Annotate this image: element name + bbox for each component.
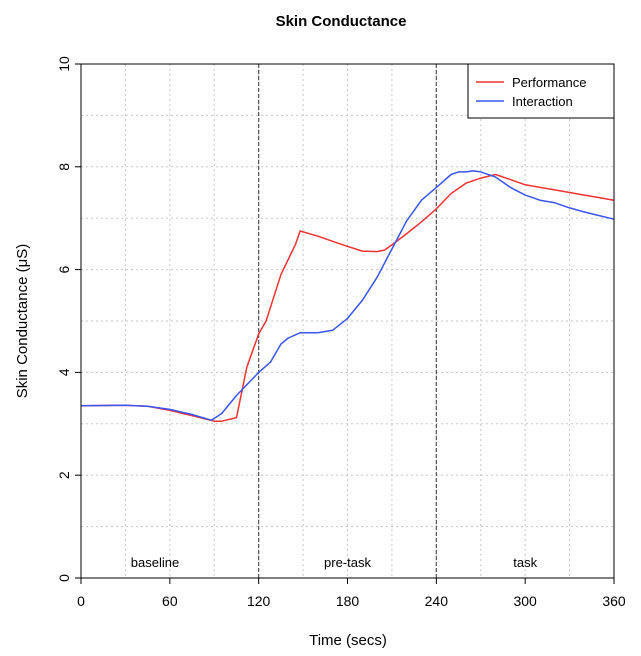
grid-lines xyxy=(81,64,614,578)
phase-label-task: task xyxy=(513,555,537,570)
phase-label-baseline: baseline xyxy=(131,555,179,570)
legend-label-interaction: Interaction xyxy=(512,94,573,109)
y-axis: 0 2 4 6 8 10 xyxy=(56,56,81,582)
y-tick-label: 4 xyxy=(56,368,72,376)
series-lines xyxy=(80,170,615,422)
x-axis: 0 60 120 180 240 300 360 xyxy=(77,578,626,609)
y-tick-label: 0 xyxy=(56,574,72,582)
x-tick-label: 180 xyxy=(336,593,360,609)
y-axis-label: Skin Conductance (μS) xyxy=(14,244,31,399)
series-line-interaction xyxy=(80,170,615,421)
x-tick-label: 300 xyxy=(513,593,537,609)
x-tick-label: 240 xyxy=(425,593,449,609)
legend-box xyxy=(467,63,615,119)
x-tick-label: 120 xyxy=(247,593,271,609)
x-axis-label: Time (secs) xyxy=(309,632,387,649)
y-tick-label: 2 xyxy=(56,471,72,479)
phase-labels: baseline pre-task task xyxy=(131,555,538,570)
x-tick-label: 0 xyxy=(77,593,85,609)
x-tick-label: 60 xyxy=(162,593,178,609)
legend-label-performance: Performance xyxy=(512,75,586,90)
phase-label-pre-task: pre-task xyxy=(324,555,371,570)
phase-boundary-lines xyxy=(258,64,437,578)
chart-title: Skin Conductance xyxy=(276,13,407,30)
y-tick-label: 6 xyxy=(56,265,72,273)
legend: Performance Interaction xyxy=(467,63,615,119)
series-line-performance xyxy=(80,173,615,422)
x-tick-label: 360 xyxy=(602,593,626,609)
y-tick-label: 8 xyxy=(56,163,72,171)
y-tick-label: 10 xyxy=(56,56,72,72)
